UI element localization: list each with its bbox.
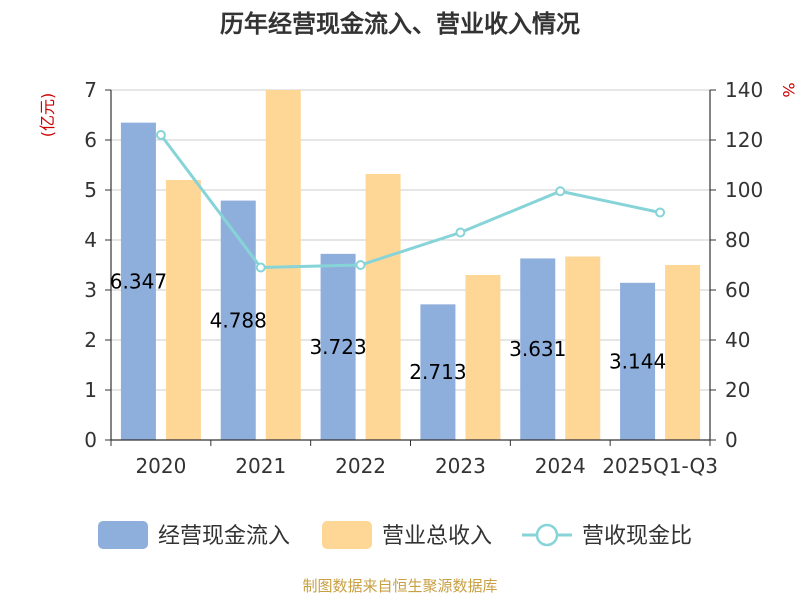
- bar-revenue: [565, 256, 601, 440]
- left-axis-unit: (亿元): [38, 93, 57, 138]
- right-tick-label: 60: [725, 278, 750, 302]
- left-tick-label: 0: [84, 428, 97, 452]
- bar-value-label: 3.144: [609, 349, 666, 373]
- right-axis-unit: %: [779, 82, 798, 97]
- x-tick-label: 2020: [135, 454, 186, 478]
- bar-value-label: 4.788: [210, 308, 267, 332]
- ratio-point: [155, 130, 166, 140]
- left-tick-label: 4: [84, 228, 97, 252]
- legend-swatch: [322, 521, 372, 549]
- legend-marker: [535, 523, 559, 547]
- data-labels: 6.347 4.788 3.723 2.713 3.631 3.144: [110, 269, 666, 384]
- bar-cash-inflow: [420, 304, 456, 440]
- source-note: 制图数据来自恒生聚源数据库: [302, 577, 497, 595]
- left-tick-label: 1: [84, 378, 97, 402]
- bar-value-label: 3.723: [309, 335, 366, 359]
- ratio-point: [655, 207, 666, 218]
- ratio-point: [255, 262, 266, 273]
- right-tick-label: 120: [725, 128, 763, 152]
- x-tick-label: 2023: [435, 454, 486, 478]
- bar-revenue: [465, 275, 501, 440]
- legend-label: 经营现金流入: [158, 524, 290, 549]
- left-tick-label: 2: [84, 328, 97, 352]
- ratio-point: [555, 186, 566, 197]
- ratio-point: [355, 260, 366, 270]
- bar-cash-inflow: [320, 253, 356, 440]
- bar-value-label: 2.713: [409, 360, 466, 384]
- left-tick-label: 7: [84, 78, 97, 102]
- x-tick-label: 2025Q1-Q3: [602, 454, 718, 478]
- bar-cash-inflow: [520, 258, 556, 440]
- bars: [120, 90, 701, 441]
- axes: 0 1 2 3 4 5 6 7 0 20 40 60 80 100 120 140 2020 2021 2022 20…: [84, 78, 763, 478]
- ratio-point: [455, 227, 466, 238]
- bar-revenue: [265, 90, 301, 440]
- right-tick-label: 80: [725, 228, 750, 252]
- right-tick-label: 140: [725, 78, 763, 102]
- ratio-line-path: [159, 134, 661, 270]
- x-tick-label: 2021: [235, 454, 286, 478]
- right-tick-label: 20: [725, 378, 750, 402]
- right-tick-label: 40: [725, 328, 750, 352]
- left-tick-label: 5: [84, 178, 97, 202]
- right-tick-label: 0: [725, 428, 738, 452]
- legend-label: 营业总收入: [382, 524, 492, 549]
- bar-revenue: [665, 265, 701, 440]
- legend: 经营现金流入 营业总收入 营收现金比: [98, 521, 692, 549]
- bar-cash-inflow: [620, 282, 656, 440]
- x-tick-label: 2022: [335, 454, 386, 478]
- right-tick-label: 100: [725, 178, 763, 202]
- bar-revenue: [365, 174, 401, 440]
- x-tick-label: 2024: [535, 454, 586, 478]
- bar-value-label: 3.631: [509, 337, 566, 361]
- left-tick-label: 6: [84, 128, 97, 152]
- bar-revenue: [165, 180, 201, 440]
- legend-swatch: [98, 521, 148, 549]
- grid: [111, 89, 710, 391]
- bar-cash-inflow: [120, 122, 156, 441]
- chart-title: 历年经营现金流入、营业收入情况: [220, 10, 580, 38]
- legend-label: 营收现金比: [582, 524, 692, 549]
- left-tick-label: 3: [84, 278, 97, 302]
- bar-value-label: 6.347: [110, 269, 167, 293]
- bar-cash-inflow: [220, 200, 256, 440]
- ratio-line: [155, 130, 666, 273]
